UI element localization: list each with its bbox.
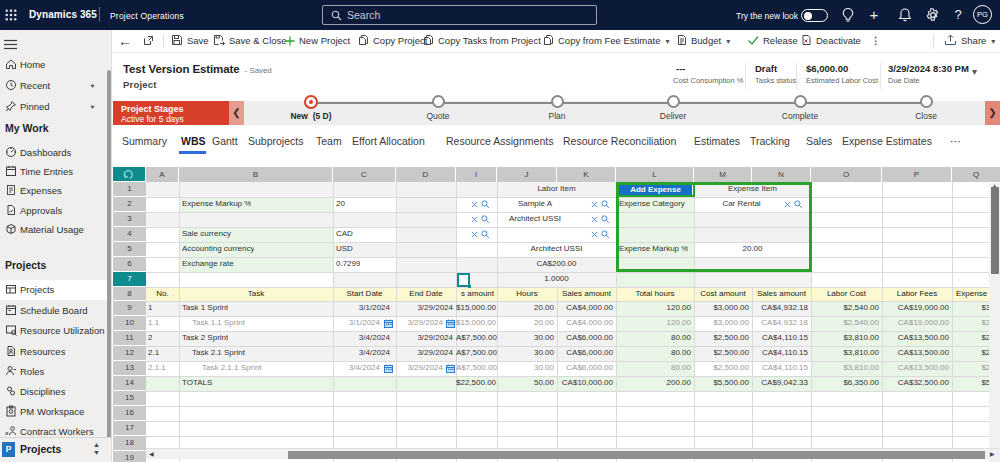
svg-text:a: a (5, 430, 9, 436)
